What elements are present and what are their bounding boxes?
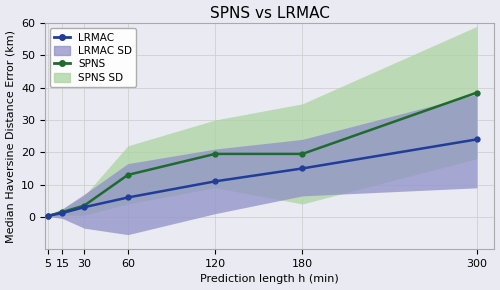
Y-axis label: Median Haversine Distance Error (km): Median Haversine Distance Error (km) bbox=[6, 30, 16, 243]
Title: SPNS vs LRMAC: SPNS vs LRMAC bbox=[210, 6, 330, 21]
Legend: LRMAC, LRMAC SD, SPNS, SPNS SD: LRMAC, LRMAC SD, SPNS, SPNS SD bbox=[50, 28, 136, 87]
X-axis label: Prediction length h (min): Prediction length h (min) bbox=[200, 274, 339, 284]
